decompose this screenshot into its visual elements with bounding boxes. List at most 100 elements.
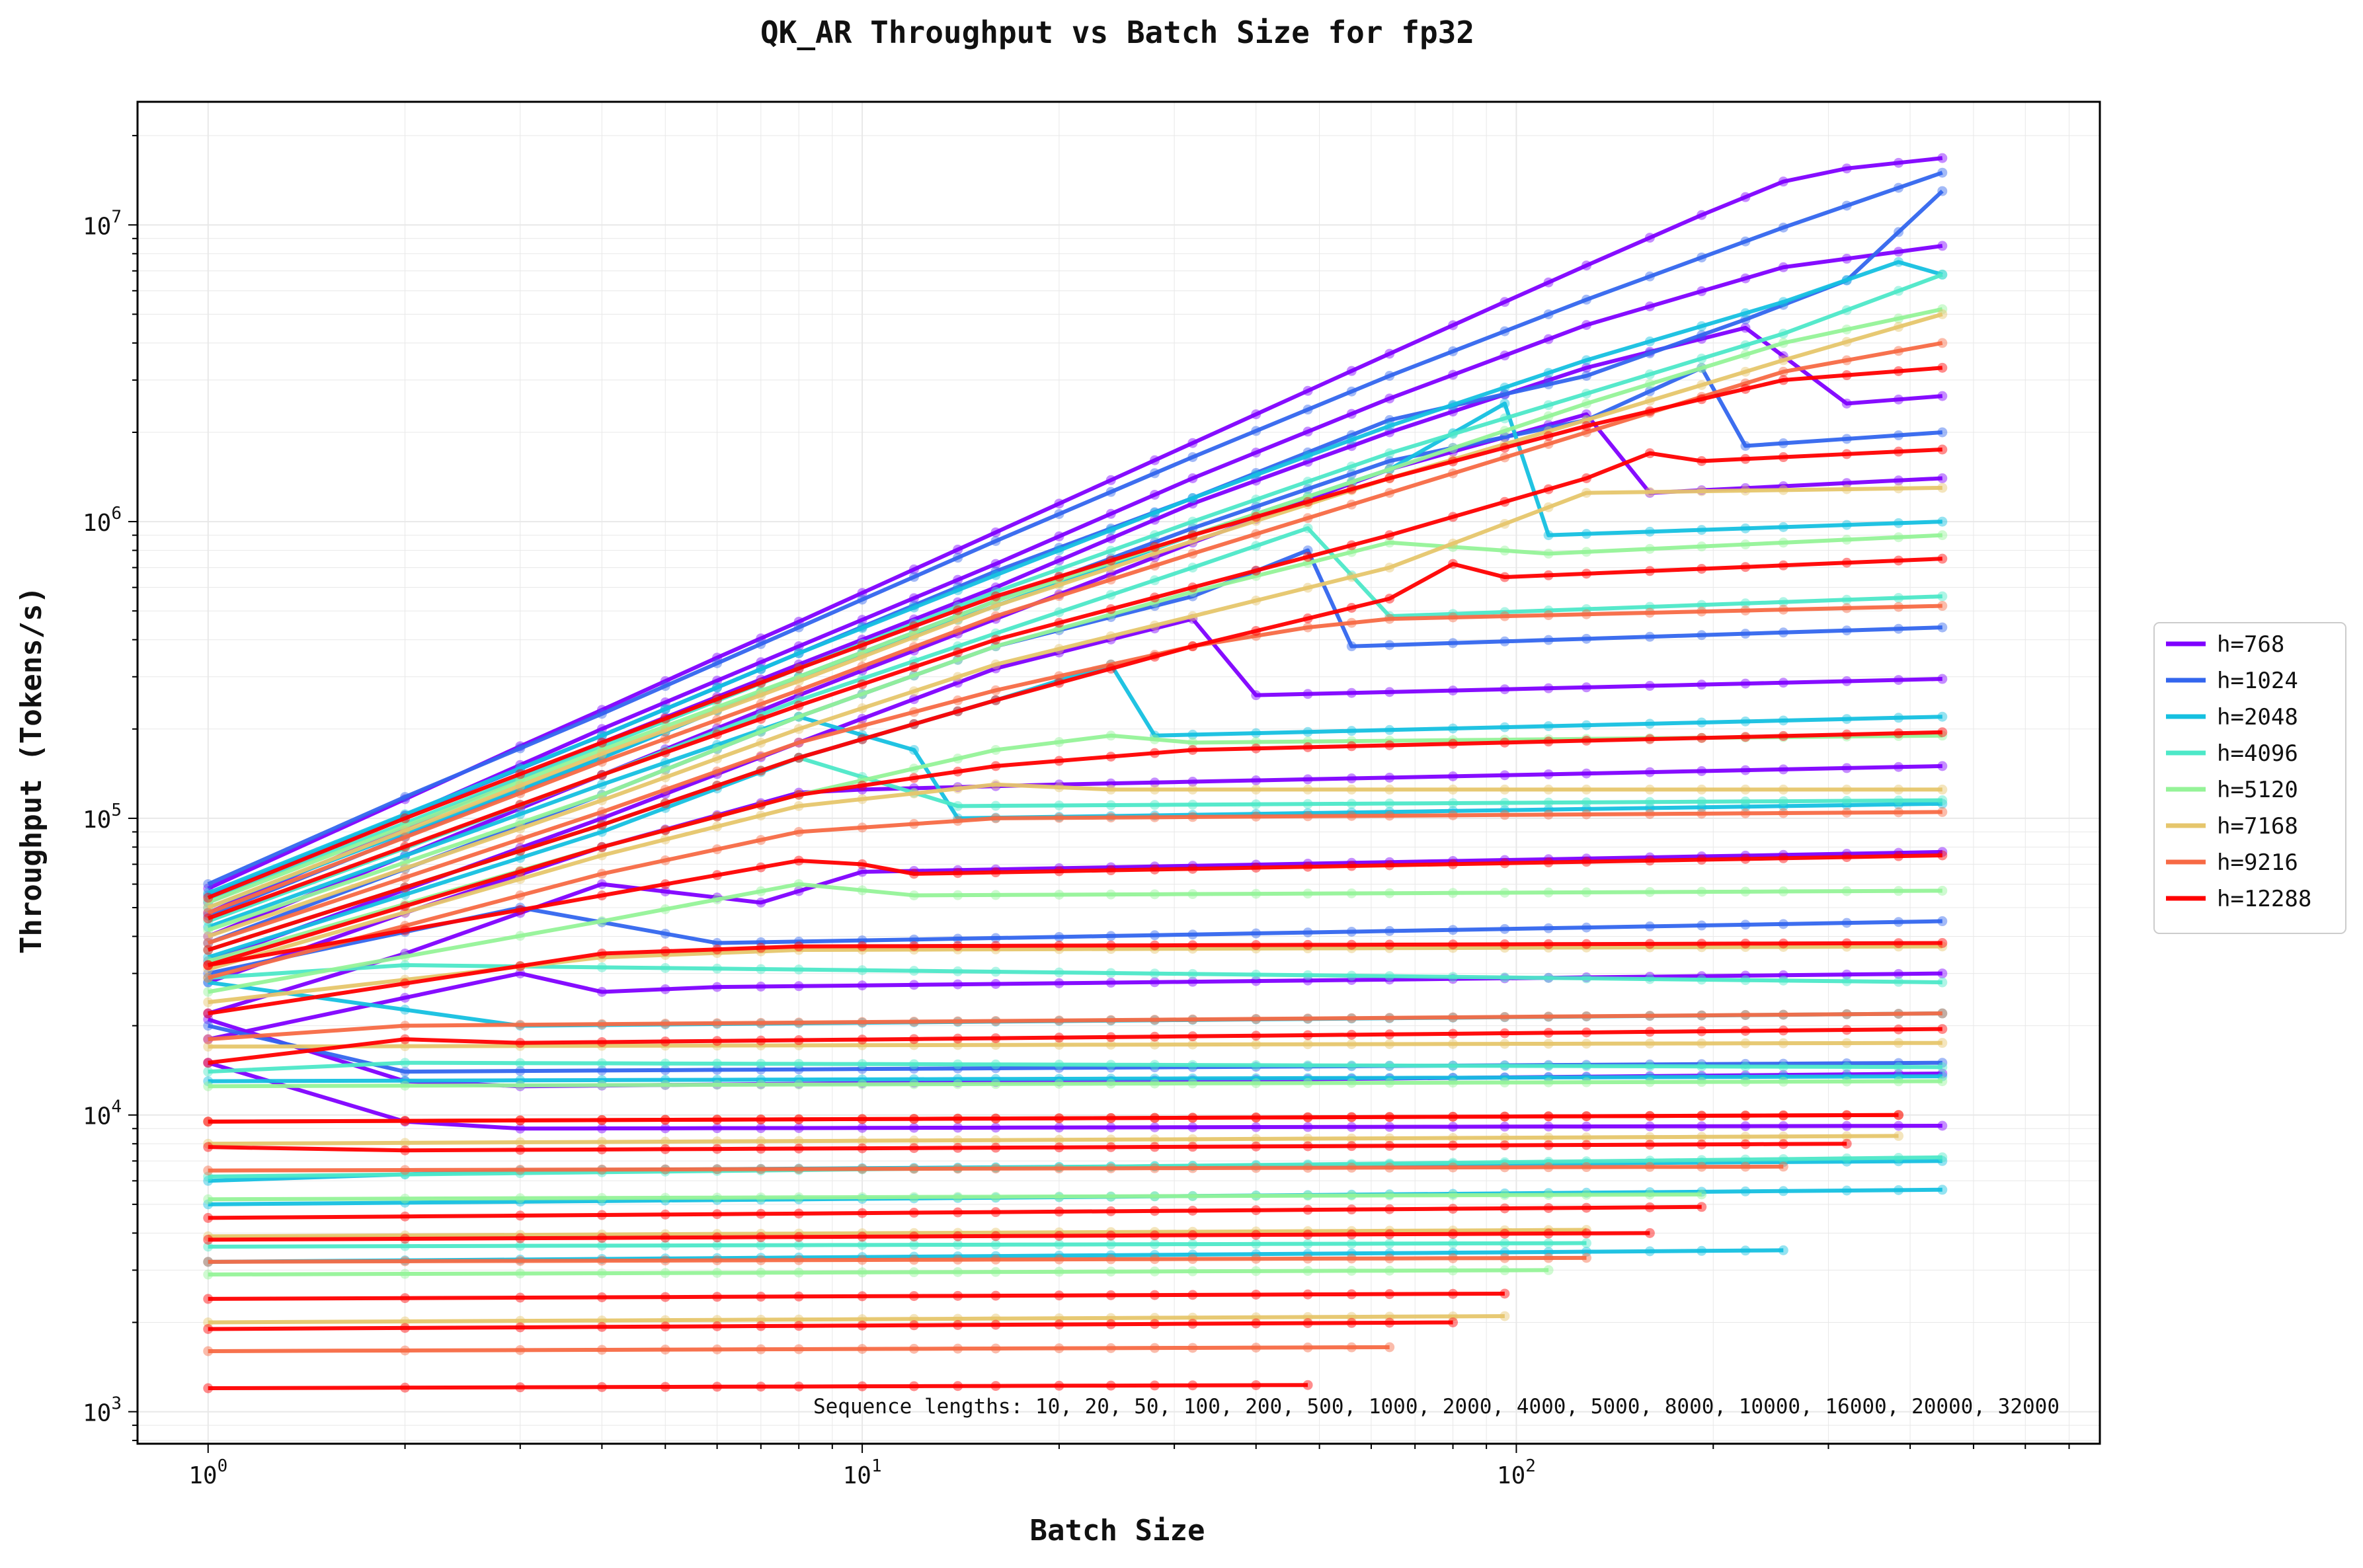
data-point	[908, 1040, 919, 1050]
data-point	[1740, 938, 1751, 949]
data-point	[1105, 555, 1116, 566]
data-point	[1302, 1380, 1313, 1390]
data-point	[857, 859, 867, 869]
data-point	[1894, 313, 1904, 324]
data-point	[1346, 386, 1357, 397]
data-point	[660, 725, 670, 736]
data-point	[203, 972, 214, 983]
data-point	[1581, 735, 1591, 746]
data-point	[793, 724, 804, 734]
data-point	[1054, 1040, 1064, 1050]
data-point	[712, 1321, 723, 1331]
data-point	[1105, 525, 1116, 535]
data-point	[1644, 631, 1655, 642]
data-point	[1105, 784, 1116, 795]
data-point	[596, 1037, 607, 1047]
data-point	[953, 1207, 963, 1218]
data-point	[1841, 969, 1852, 980]
data-point	[515, 1080, 526, 1091]
data-point	[1894, 1153, 1904, 1163]
data-point	[1543, 1247, 1554, 1257]
data-point	[515, 853, 526, 863]
data-point	[990, 1207, 1001, 1218]
data-point	[857, 1291, 867, 1302]
data-point	[908, 764, 919, 774]
data-point	[990, 1142, 1001, 1153]
data-point	[596, 1164, 607, 1175]
data-point	[660, 1255, 670, 1266]
data-point	[1841, 484, 1852, 494]
data-point	[990, 801, 1001, 811]
data-point	[793, 1144, 804, 1154]
data-point	[1937, 784, 1948, 795]
data-point	[712, 694, 723, 705]
data-point	[1448, 1157, 1459, 1168]
data-point	[1740, 606, 1751, 616]
data-point	[1644, 921, 1655, 931]
data-point	[1841, 852, 1852, 863]
series-path	[207, 243, 1943, 905]
data-point	[1581, 473, 1591, 483]
data-point	[793, 622, 804, 633]
data-point	[953, 868, 963, 879]
data-point	[515, 818, 526, 828]
data-point	[1448, 1317, 1459, 1327]
data-point	[1054, 580, 1064, 590]
data-point	[1644, 855, 1655, 866]
data-point	[953, 979, 963, 990]
data-point	[712, 1255, 723, 1266]
data-point	[793, 879, 804, 889]
data-point	[990, 611, 1001, 621]
data-point	[756, 981, 766, 992]
data-point	[1740, 1038, 1751, 1048]
data-point	[1149, 1206, 1160, 1216]
data-point	[908, 686, 919, 697]
data-point	[400, 925, 411, 935]
data-point	[857, 780, 867, 791]
data-point	[1302, 1030, 1313, 1040]
data-point	[660, 1018, 670, 1029]
data-point	[203, 1269, 214, 1280]
data-point	[1105, 1039, 1116, 1050]
data-point	[1543, 972, 1554, 983]
data-point	[1778, 1009, 1788, 1020]
data-point	[1644, 784, 1655, 795]
data-point	[1105, 1142, 1116, 1152]
data-point	[660, 1345, 670, 1355]
legend-label: h=5120	[2217, 777, 2298, 803]
data-point	[1384, 594, 1395, 604]
data-point	[1644, 526, 1655, 537]
data-point	[1302, 1266, 1313, 1276]
sequence-lengths-annotation: Sequence lengths: 10, 20, 50, 100, 200, …	[813, 1395, 2060, 1419]
data-point	[1448, 1204, 1459, 1214]
data-point	[1644, 336, 1655, 347]
data-point	[1251, 1013, 1262, 1024]
data-point	[712, 944, 723, 955]
data-point	[660, 734, 670, 744]
data-point	[1740, 1076, 1751, 1087]
data-point	[1581, 1253, 1591, 1263]
data-point	[1187, 976, 1198, 987]
data-point	[1448, 512, 1459, 522]
data-point	[1346, 572, 1357, 582]
data-point	[1581, 1189, 1591, 1200]
data-point	[515, 1255, 526, 1266]
data-point	[756, 897, 766, 908]
data-point	[712, 1115, 723, 1125]
data-point	[1740, 886, 1751, 897]
data-point	[1697, 486, 1707, 496]
data-point	[1187, 1122, 1198, 1132]
data-point	[1841, 305, 1852, 315]
data-point	[1644, 1161, 1655, 1172]
data-point	[1384, 810, 1395, 821]
data-point	[1543, 804, 1554, 815]
data-point	[1448, 1078, 1459, 1088]
series-line	[203, 1038, 1948, 1052]
series-path	[207, 617, 1942, 963]
data-point	[1581, 1027, 1591, 1038]
data-point	[660, 785, 670, 795]
data-point	[203, 1171, 214, 1182]
data-point	[1448, 1121, 1459, 1132]
series-line	[203, 968, 1948, 1044]
data-point	[756, 1267, 766, 1278]
